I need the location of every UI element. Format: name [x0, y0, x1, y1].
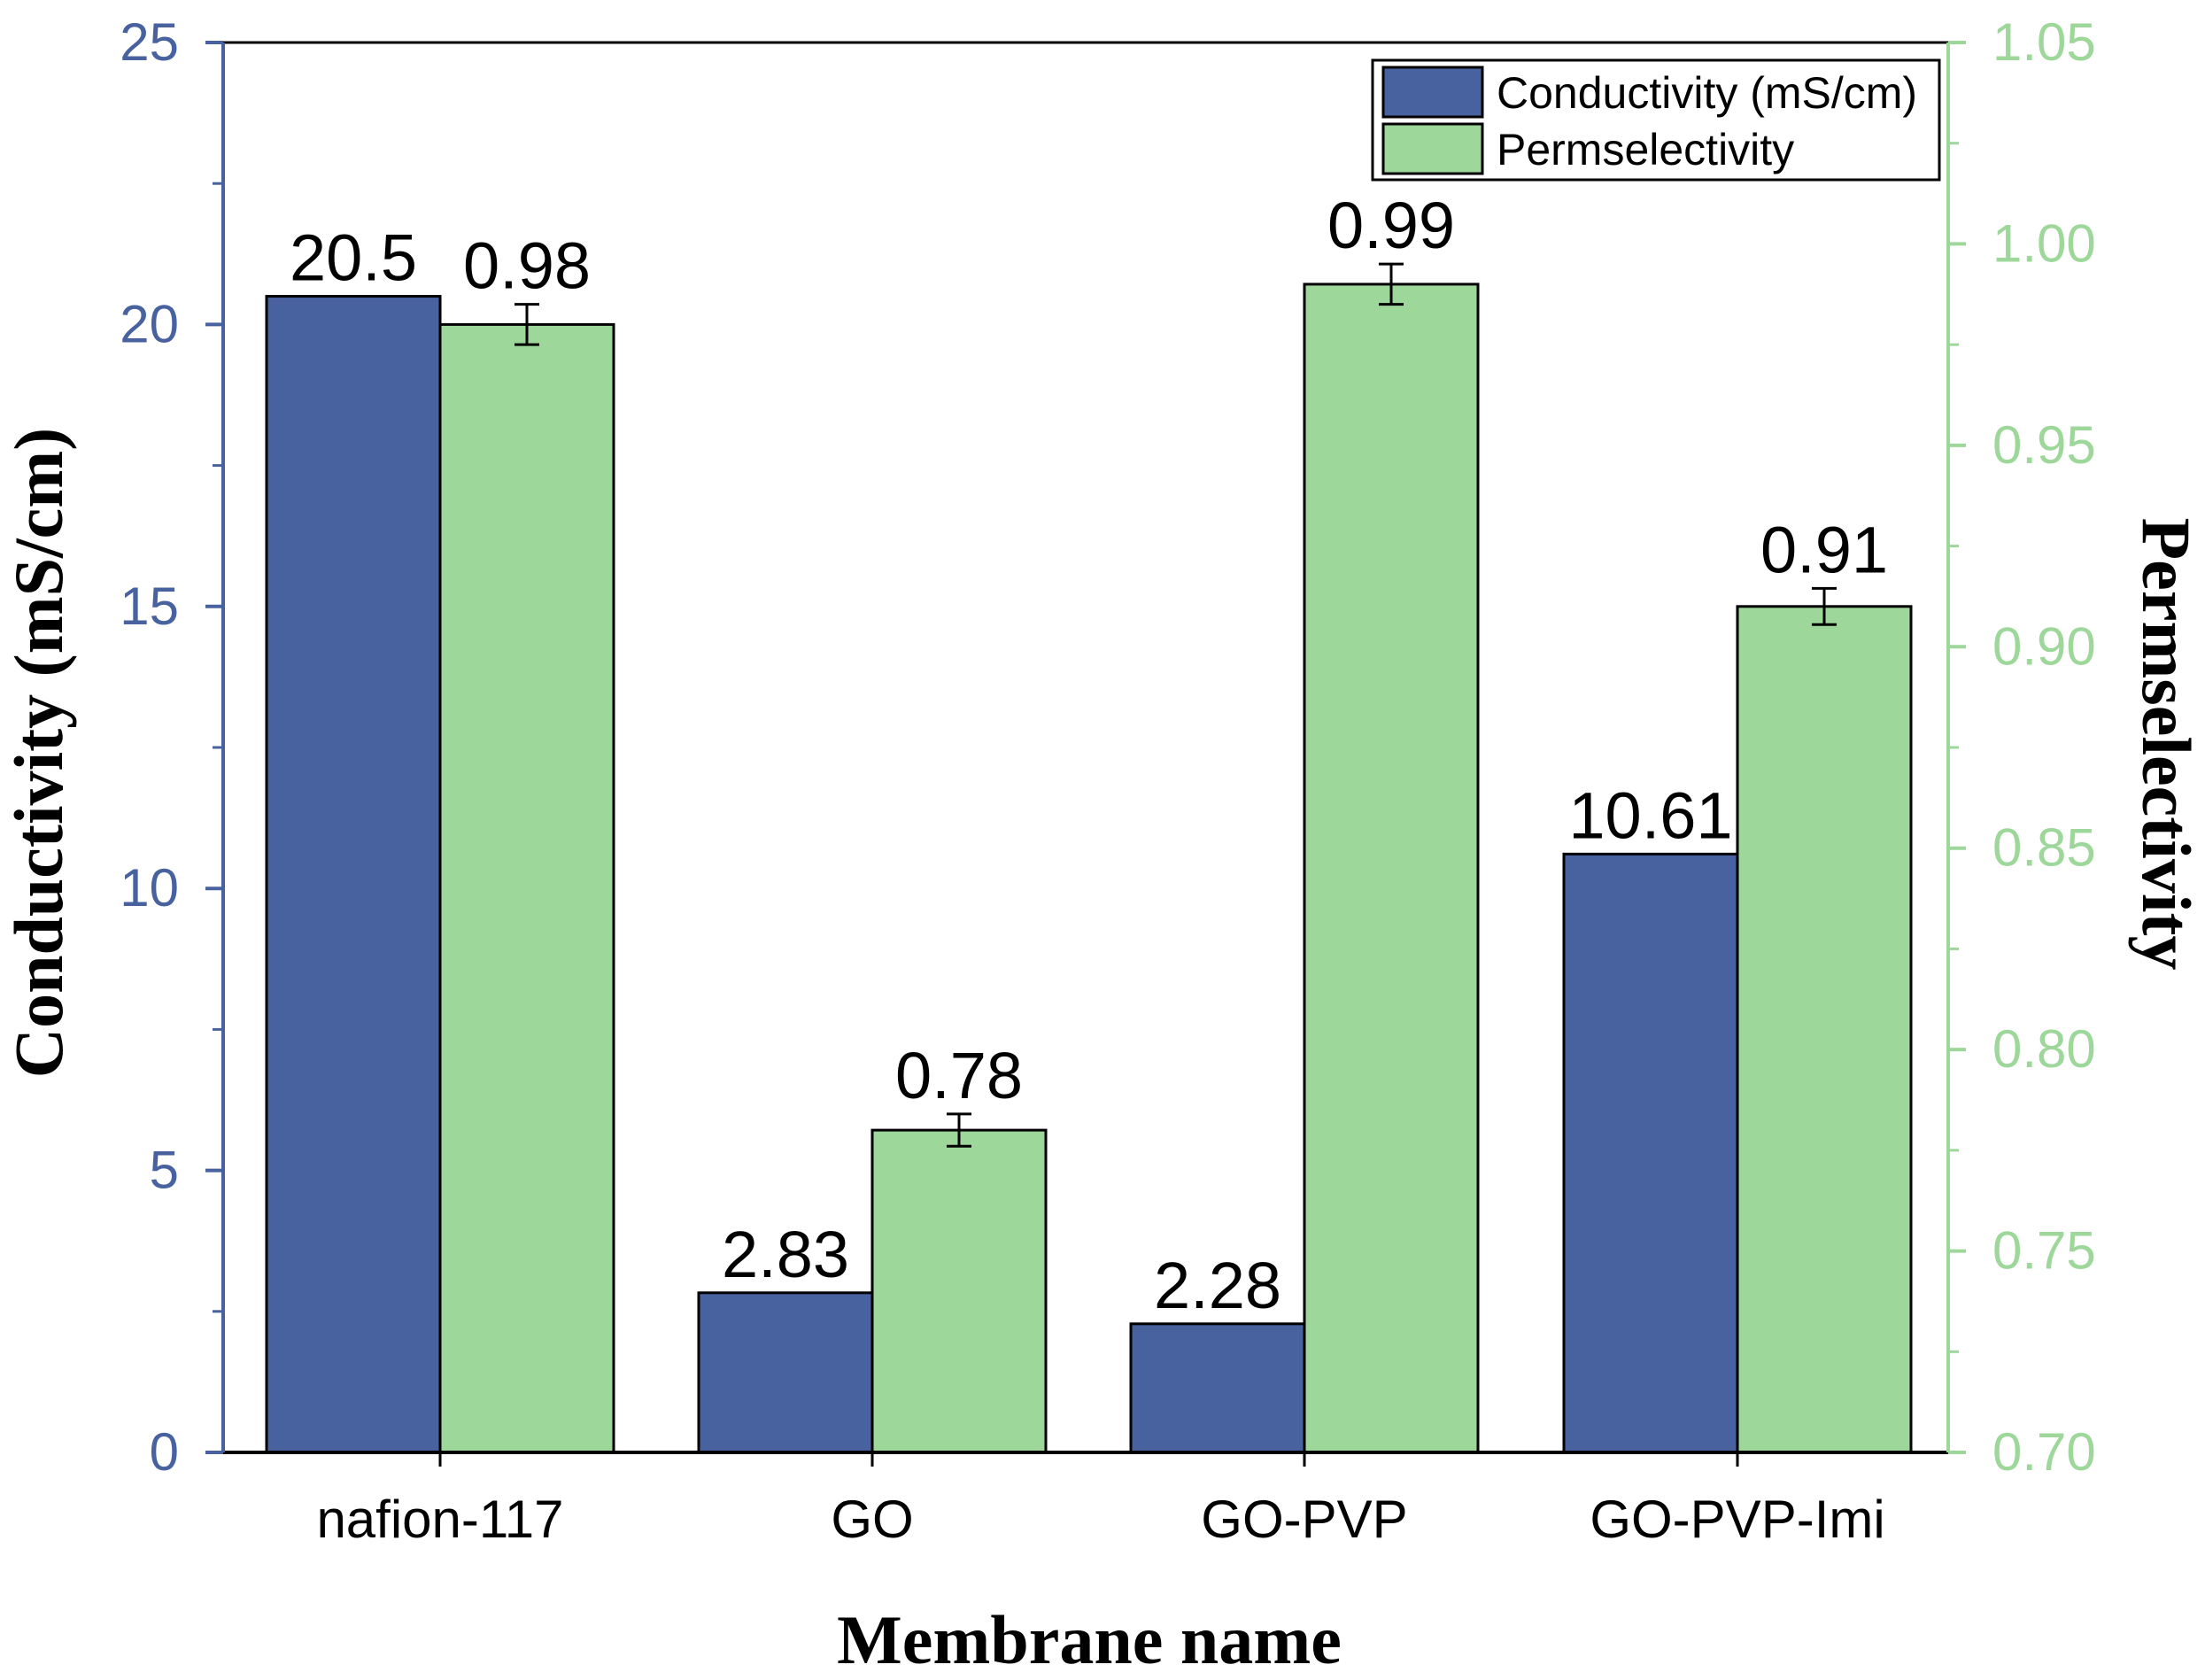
y-right-tick-label-1-00: 1.00	[1992, 213, 2096, 273]
bar-conductivity-go-pvp-imi	[1562, 852, 1739, 1454]
data-label-conductivity-go: 2.83	[722, 1218, 849, 1291]
y-right-tick-label-0-85: 0.85	[1992, 818, 2096, 878]
data-label-permselectivity-nafion-117: 0.98	[463, 229, 591, 303]
y-left-tick-label-0: 0	[150, 1422, 179, 1482]
y-right-tick-label-0-90: 0.90	[1992, 616, 2096, 676]
axes-layer: nafion-117 GO GO-PVP GO-PVP-Imi 0 5 10 15 20 25 0.…	[120, 12, 2096, 1549]
legend-label-conductivity: Conductivity (mS/cm)	[1497, 68, 1917, 118]
y-right-tick-label-0-75: 0.75	[1992, 1221, 2096, 1281]
bar-permselectivity-go	[870, 1128, 1048, 1454]
y-right-tick-label-0-95: 0.95	[1992, 415, 2096, 475]
data-label-conductivity-nafion-117: 20.5	[290, 221, 417, 295]
y-axis-left-title: Conductivity (mS/cm)	[0, 428, 77, 1078]
y-left-tick-label-20: 20	[120, 294, 179, 353]
x-tick-label-nafion-117: nafion-117	[316, 1490, 563, 1549]
bar-permselectivity-nafion-117	[438, 322, 615, 1454]
y-left-tick-label-15: 15	[120, 577, 179, 636]
data-label-permselectivity-go-pvp: 0.99	[1327, 189, 1455, 262]
y-axis-right-title: Permselectivity	[2128, 517, 2205, 970]
y-right-tick-label-1-05: 1.05	[1992, 12, 2096, 72]
y-left-tick-label-5: 5	[150, 1141, 179, 1200]
data-label-conductivity-go-pvp: 2.28	[1154, 1249, 1281, 1322]
legend-swatch-conductivity	[1381, 66, 1484, 119]
bar-permselectivity-go-pvp	[1303, 283, 1480, 1454]
bar-permselectivity-go-pvp-imi	[1736, 605, 1913, 1454]
legend-label-permselectivity: Permselectivity	[1497, 125, 1794, 174]
labels-layer: 20.5 0.98 2.83 0.78 2.28 0.99 10.61 0.91	[290, 189, 1888, 1322]
data-label-permselectivity-go: 0.78	[895, 1039, 1023, 1112]
y-left-tick-label-25: 25	[120, 12, 179, 72]
x-tick-label-go-pvp: GO-PVP	[1201, 1490, 1407, 1549]
bar-conductivity-nafion-117	[265, 295, 442, 1454]
bar-conductivity-go	[697, 1291, 874, 1454]
x-axis-title: Membrane name	[837, 1601, 1342, 1678]
legend-swatch-permselectivity	[1381, 122, 1484, 175]
data-label-conductivity-go-pvp-imi: 10.61	[1568, 778, 1732, 852]
y-right-tick-label-0-80: 0.80	[1992, 1019, 2096, 1079]
bars-layer	[265, 262, 1913, 1454]
y-right-tick-label-0-70: 0.70	[1992, 1422, 2096, 1482]
y-left-tick-label-10: 10	[120, 858, 179, 917]
x-tick-label-go: GO	[831, 1490, 913, 1549]
data-label-permselectivity-go-pvp-imi: 0.91	[1760, 513, 1888, 586]
bar-conductivity-go-pvp	[1129, 1322, 1306, 1454]
x-tick-label-go-pvp-imi: GO-PVP-Imi	[1590, 1490, 1884, 1549]
legend: Conductivity (mS/cm) Permselectivity	[1371, 58, 1941, 182]
